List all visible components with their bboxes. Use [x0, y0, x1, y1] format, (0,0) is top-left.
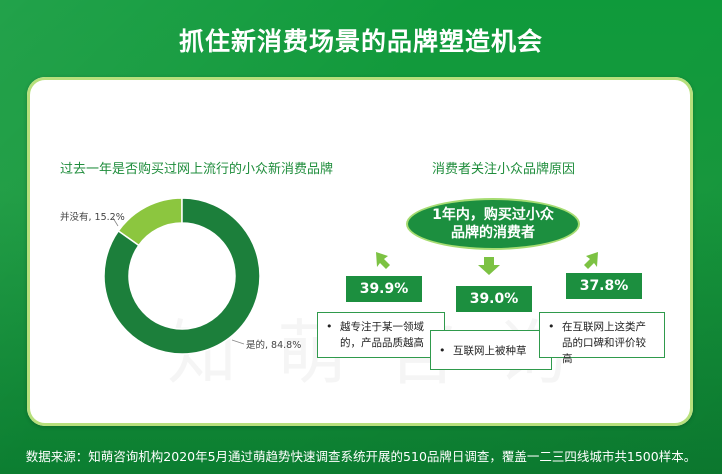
reason-2-percent: 39.0% [456, 286, 532, 312]
slice-label-no: 并没有, 15.2% [60, 211, 125, 223]
reason-3-box: 在互联网上这类产品的口碑和评价较高 [539, 312, 665, 365]
leader-line [112, 217, 119, 227]
reason-1-percent: 39.9% [346, 276, 422, 302]
data-source: 数据来源：知萌咨询机构2020年5月通过萌趋势快速调查系统开展的510品牌日调查… [25, 449, 697, 464]
reason-1-box: 越专注于某一领域的，产品品质越高 [317, 312, 445, 358]
reason-3-percent: 37.8% [566, 273, 642, 299]
page-title: 抓住新消费场景的品牌塑造机会 [178, 27, 543, 56]
slice-label-yes: 是的, 84.8% [246, 339, 301, 351]
reason-1-text: 越专注于某一领域的，产品品质越高 [340, 321, 424, 349]
bubble-text: 1年内，购买过小众品牌的消费者 [432, 207, 554, 241]
donut-slice-yes [103, 197, 261, 355]
reason-2-text: 互联网上被种草 [453, 345, 527, 357]
respondent-bubble: 1年内，购买过小众品牌的消费者 [408, 200, 578, 248]
reason-3-text: 在互联网上这类产品的口碑和评价较高 [562, 321, 646, 365]
chart-title: 过去一年是否购买过网上流行的小众新消费品牌 [60, 162, 334, 177]
leader-line [231, 339, 245, 345]
reason-2-box: 互联网上被种草 [430, 330, 552, 370]
reasons-title: 消费者关注小众品牌原因 [432, 162, 576, 177]
